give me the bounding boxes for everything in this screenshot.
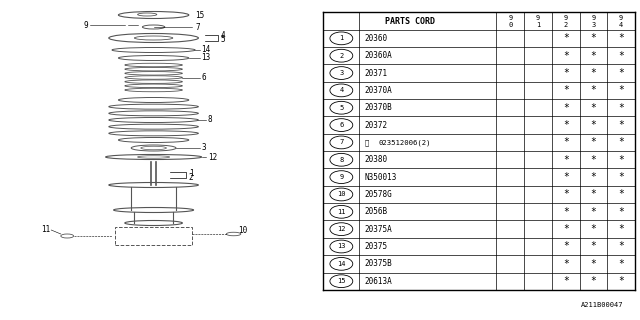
Text: N350013: N350013 bbox=[364, 172, 397, 182]
Text: 7: 7 bbox=[195, 22, 200, 31]
Text: *: * bbox=[618, 33, 624, 43]
Text: 6: 6 bbox=[202, 73, 206, 82]
Text: 20613A: 20613A bbox=[364, 277, 392, 286]
Text: *: * bbox=[563, 137, 569, 148]
Text: 20380: 20380 bbox=[364, 155, 387, 164]
Text: *: * bbox=[563, 68, 569, 78]
Text: *: * bbox=[591, 207, 596, 217]
Text: 5: 5 bbox=[339, 105, 344, 111]
Text: *: * bbox=[618, 85, 624, 95]
Text: *: * bbox=[591, 51, 596, 61]
Text: 15: 15 bbox=[195, 11, 204, 20]
Text: 9: 9 bbox=[339, 174, 344, 180]
Text: 3: 3 bbox=[339, 70, 344, 76]
Text: *: * bbox=[591, 103, 596, 113]
Text: 023512006(2): 023512006(2) bbox=[379, 139, 431, 146]
Text: 8: 8 bbox=[208, 116, 212, 124]
Text: 20360: 20360 bbox=[364, 34, 387, 43]
Text: 20375A: 20375A bbox=[364, 225, 392, 234]
Text: 20360A: 20360A bbox=[364, 51, 392, 60]
Text: *: * bbox=[563, 120, 569, 130]
Text: *: * bbox=[618, 51, 624, 61]
Text: 2: 2 bbox=[339, 53, 344, 59]
Text: *: * bbox=[591, 137, 596, 148]
Text: *: * bbox=[618, 103, 624, 113]
Text: *: * bbox=[563, 207, 569, 217]
Text: PARTS CORD: PARTS CORD bbox=[385, 17, 435, 26]
Text: 15: 15 bbox=[337, 278, 346, 284]
Text: *: * bbox=[591, 259, 596, 269]
Text: 9
3: 9 3 bbox=[591, 14, 596, 28]
Text: 20370A: 20370A bbox=[364, 86, 392, 95]
Text: 4: 4 bbox=[339, 87, 344, 93]
Text: *: * bbox=[563, 242, 569, 252]
Text: 11: 11 bbox=[337, 209, 346, 215]
Text: *: * bbox=[563, 259, 569, 269]
Text: *: * bbox=[618, 189, 624, 199]
Text: 1: 1 bbox=[339, 35, 344, 41]
Text: *: * bbox=[618, 224, 624, 234]
Text: 8: 8 bbox=[339, 157, 344, 163]
Text: *: * bbox=[563, 85, 569, 95]
Text: *: * bbox=[618, 68, 624, 78]
Text: *: * bbox=[618, 259, 624, 269]
Text: Ⓝ: Ⓝ bbox=[364, 139, 369, 146]
Text: 20578G: 20578G bbox=[364, 190, 392, 199]
Text: 6: 6 bbox=[339, 122, 344, 128]
Text: 12: 12 bbox=[208, 153, 217, 162]
Text: 1: 1 bbox=[189, 169, 193, 178]
Text: A211B00047: A211B00047 bbox=[581, 302, 624, 308]
Text: 5: 5 bbox=[221, 36, 225, 44]
Text: 11: 11 bbox=[42, 226, 51, 235]
Text: *: * bbox=[591, 189, 596, 199]
Text: 9: 9 bbox=[83, 20, 88, 29]
Text: 4: 4 bbox=[221, 31, 225, 41]
Text: 9
4: 9 4 bbox=[619, 14, 623, 28]
Text: *: * bbox=[563, 155, 569, 165]
Text: *: * bbox=[618, 172, 624, 182]
Text: 14: 14 bbox=[202, 45, 211, 54]
Text: 20371: 20371 bbox=[364, 68, 387, 77]
Text: 10: 10 bbox=[337, 191, 346, 197]
Text: 9
0: 9 0 bbox=[508, 14, 513, 28]
Text: *: * bbox=[618, 276, 624, 286]
Text: *: * bbox=[563, 33, 569, 43]
Text: 2056B: 2056B bbox=[364, 207, 387, 216]
Text: 12: 12 bbox=[337, 226, 346, 232]
Text: 20375B: 20375B bbox=[364, 259, 392, 268]
Text: *: * bbox=[618, 137, 624, 148]
Text: *: * bbox=[563, 224, 569, 234]
Text: 14: 14 bbox=[337, 261, 346, 267]
Text: *: * bbox=[618, 242, 624, 252]
Text: *: * bbox=[618, 207, 624, 217]
Text: *: * bbox=[591, 155, 596, 165]
Text: *: * bbox=[591, 68, 596, 78]
Text: *: * bbox=[591, 85, 596, 95]
Text: 13: 13 bbox=[202, 53, 211, 62]
Text: *: * bbox=[591, 172, 596, 182]
Text: 20375: 20375 bbox=[364, 242, 387, 251]
Text: 13: 13 bbox=[337, 244, 346, 250]
Text: *: * bbox=[618, 155, 624, 165]
Text: *: * bbox=[591, 276, 596, 286]
Text: *: * bbox=[563, 172, 569, 182]
Text: 20370B: 20370B bbox=[364, 103, 392, 112]
Text: *: * bbox=[563, 51, 569, 61]
Text: 2: 2 bbox=[189, 173, 193, 182]
Text: *: * bbox=[618, 120, 624, 130]
Text: *: * bbox=[563, 103, 569, 113]
Text: 20372: 20372 bbox=[364, 121, 387, 130]
Text: 3: 3 bbox=[202, 143, 206, 153]
Text: *: * bbox=[591, 224, 596, 234]
Text: *: * bbox=[591, 120, 596, 130]
Text: *: * bbox=[563, 189, 569, 199]
Text: 9
2: 9 2 bbox=[564, 14, 568, 28]
Text: *: * bbox=[563, 276, 569, 286]
Text: *: * bbox=[591, 242, 596, 252]
Text: 9
1: 9 1 bbox=[536, 14, 540, 28]
Text: 7: 7 bbox=[339, 140, 344, 145]
Text: 10: 10 bbox=[238, 226, 248, 235]
Text: *: * bbox=[591, 33, 596, 43]
